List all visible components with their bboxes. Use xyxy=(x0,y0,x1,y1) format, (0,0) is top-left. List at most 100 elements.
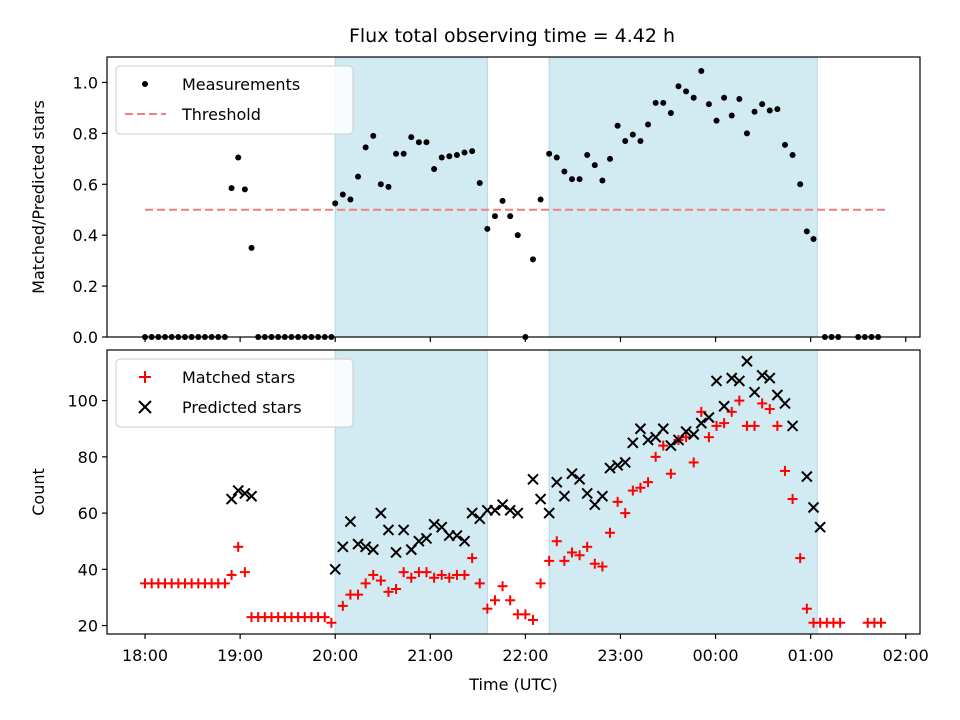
measurement-point xyxy=(759,101,766,108)
measurement-point xyxy=(248,244,255,251)
y-tick-label: 0.4 xyxy=(73,226,98,245)
measurement-point xyxy=(423,139,430,146)
matched-stars-point xyxy=(620,508,631,519)
predicted-stars-point xyxy=(801,470,813,483)
y-tick-label: 0.6 xyxy=(73,175,98,194)
measurement-point xyxy=(355,173,362,180)
x-tick-label: 22:00 xyxy=(502,646,548,665)
measurement-point xyxy=(622,138,629,144)
predicted-stars-point xyxy=(748,386,761,398)
x-stroke xyxy=(756,369,768,382)
x-stroke xyxy=(604,462,616,474)
matched-stars-point xyxy=(239,567,250,578)
measurement-point xyxy=(599,177,606,184)
matched-stars-point xyxy=(474,578,485,589)
x-stroke xyxy=(543,507,555,519)
matched-stars-point xyxy=(734,395,745,406)
top-legend: Measurements Threshold xyxy=(115,65,354,135)
predicted-stars-point xyxy=(527,473,539,486)
y-tick-label: 100 xyxy=(67,392,98,411)
matched-stars-point xyxy=(597,561,608,572)
x-tick-label: 19:00 xyxy=(217,646,263,665)
x-tick-label: 21:00 xyxy=(407,646,453,665)
top-panel: 0.0 0.2 0.4 0.6 0.8 1.0 Matched/Predicted star… xyxy=(29,56,921,347)
shaded-interval xyxy=(334,349,488,635)
legend-label: Threshold xyxy=(181,105,261,124)
x-tick-label: 00:00 xyxy=(693,646,739,665)
predicted-stars-point xyxy=(726,372,738,384)
predicted-stars-point xyxy=(665,439,677,452)
matched-stars-point xyxy=(627,485,638,496)
measurement-point xyxy=(774,106,781,113)
bottom-legend: Matched stars Predicted stars xyxy=(115,358,354,428)
x-stroke xyxy=(504,504,516,516)
predicted-stars-point xyxy=(390,546,402,559)
matched-stars-point xyxy=(436,569,447,580)
measurement-point xyxy=(499,197,506,204)
predicted-stars-point xyxy=(611,459,624,471)
measurement-point xyxy=(629,131,636,138)
matched-stars-point xyxy=(459,569,470,580)
matched-stars-point xyxy=(233,541,244,552)
measurement-point xyxy=(362,144,369,151)
matched-stars-point xyxy=(551,536,562,547)
y-tick-label: 0.8 xyxy=(73,124,98,143)
measurement-point xyxy=(614,122,621,129)
measurement-point xyxy=(537,196,544,203)
x-stroke xyxy=(695,417,708,429)
matched-stars-point xyxy=(566,547,577,558)
x-stroke xyxy=(337,541,349,553)
matched-stars-point xyxy=(406,572,417,583)
measurement-point xyxy=(584,152,591,158)
matched-stars-point xyxy=(635,482,646,493)
axes-frame xyxy=(106,56,921,338)
x-stroke xyxy=(496,498,509,511)
measurement-point xyxy=(568,176,575,183)
predicted-stars-point xyxy=(397,524,410,536)
predicted-stars-point xyxy=(344,515,357,528)
y-tick-label: 0.2 xyxy=(73,277,98,296)
measurement-point xyxy=(446,153,453,160)
predicted-stars-point xyxy=(642,434,654,446)
x-stroke xyxy=(764,372,776,384)
matched-stars-point xyxy=(467,553,478,564)
predicted-stars-point xyxy=(352,538,364,550)
measurement-point xyxy=(453,152,460,158)
predicted-stars-point xyxy=(428,518,440,531)
predicted-stars-point xyxy=(733,375,746,387)
measurement-point xyxy=(484,225,491,232)
x-stroke xyxy=(642,434,654,446)
predicted-stars-point xyxy=(627,437,639,449)
matched-stars-point xyxy=(527,614,538,625)
matched-stars-point xyxy=(226,569,237,580)
matched-stars-point xyxy=(482,603,493,614)
predicted-stars-point xyxy=(245,490,258,502)
matched-stars-point xyxy=(795,553,806,564)
x-stroke xyxy=(771,389,784,401)
x-stroke xyxy=(245,490,258,502)
predicted-stars-point xyxy=(466,507,478,519)
legend-marker xyxy=(142,81,148,87)
predicted-stars-point xyxy=(756,369,768,382)
measurement-point xyxy=(370,132,377,139)
measurement-point xyxy=(491,213,498,220)
measurement-point xyxy=(431,166,438,172)
matched-stars-point xyxy=(383,586,394,597)
x-stroke xyxy=(232,484,244,497)
measurement-point xyxy=(698,68,705,74)
matched-stars-point xyxy=(319,612,330,623)
measurement-point xyxy=(652,99,659,106)
predicted-stars-point xyxy=(581,487,593,500)
x-stroke xyxy=(382,524,395,536)
matched-stars-point xyxy=(421,567,432,578)
measurement-point xyxy=(690,94,697,101)
measurement-point xyxy=(675,83,682,90)
matched-stars-point xyxy=(589,558,600,569)
matched-stars-point xyxy=(429,572,440,583)
x-stroke xyxy=(619,456,631,469)
matched-stars-point xyxy=(497,581,508,592)
y-tick-label: 60 xyxy=(78,504,98,523)
matched-stars-point xyxy=(787,494,798,505)
y-tick-label: 20 xyxy=(78,617,98,636)
x-stroke xyxy=(710,375,723,387)
